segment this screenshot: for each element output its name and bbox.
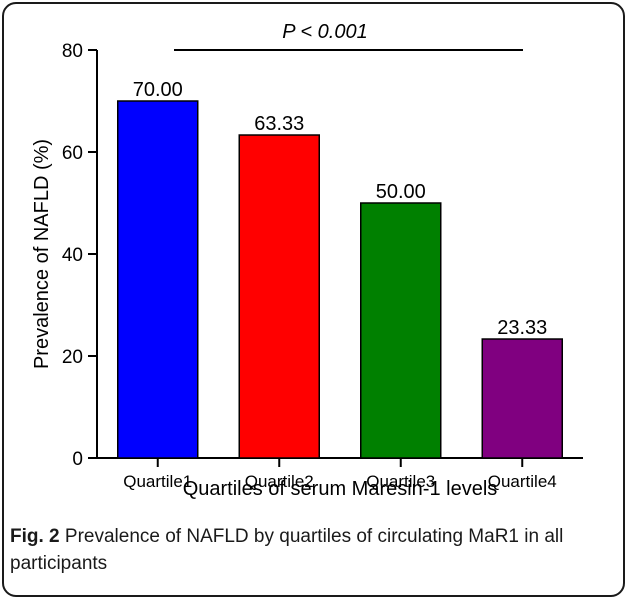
value-label: 50.00 — [376, 181, 426, 203]
y-tick-label: 80 — [62, 41, 83, 62]
x-tick-label: Quartile4 — [488, 472, 557, 491]
y-axis-title: Prevalence of NAFLD (%) — [31, 139, 53, 369]
value-label: 70.00 — [133, 79, 183, 101]
x-tick-label: Quartile3 — [366, 472, 435, 491]
caption-text: Prevalence of NAFLD by quartiles of circ… — [10, 526, 564, 574]
x-tick-label: Quartile1 — [123, 472, 192, 491]
x-axis-title: Quartiles of serum Maresin-1 levels — [183, 478, 498, 500]
value-label: 63.33 — [254, 113, 304, 135]
x-tick-label: Quartile2 — [245, 472, 314, 491]
bar-quartile3 — [360, 202, 442, 459]
bar-quartile2 — [238, 134, 320, 459]
figure-caption: Fig. 2 Prevalence of NAFLD by quartiles … — [10, 523, 570, 577]
y-tick-label: 0 — [72, 449, 83, 470]
y-tick-label: 40 — [62, 245, 83, 266]
figure-label: Fig. 2 — [10, 526, 60, 547]
value-label: 23.33 — [497, 317, 547, 339]
p-value-label: P < 0.001 — [282, 21, 367, 43]
bar-quartile1 — [117, 100, 199, 459]
bar-quartile4 — [481, 338, 563, 459]
significance-annotation: P < 0.001 — [174, 21, 523, 51]
y-tick-label: 60 — [62, 143, 83, 164]
y-tick-label: 20 — [62, 347, 83, 368]
y-axis: 0 20 40 60 80 — [62, 41, 98, 470]
